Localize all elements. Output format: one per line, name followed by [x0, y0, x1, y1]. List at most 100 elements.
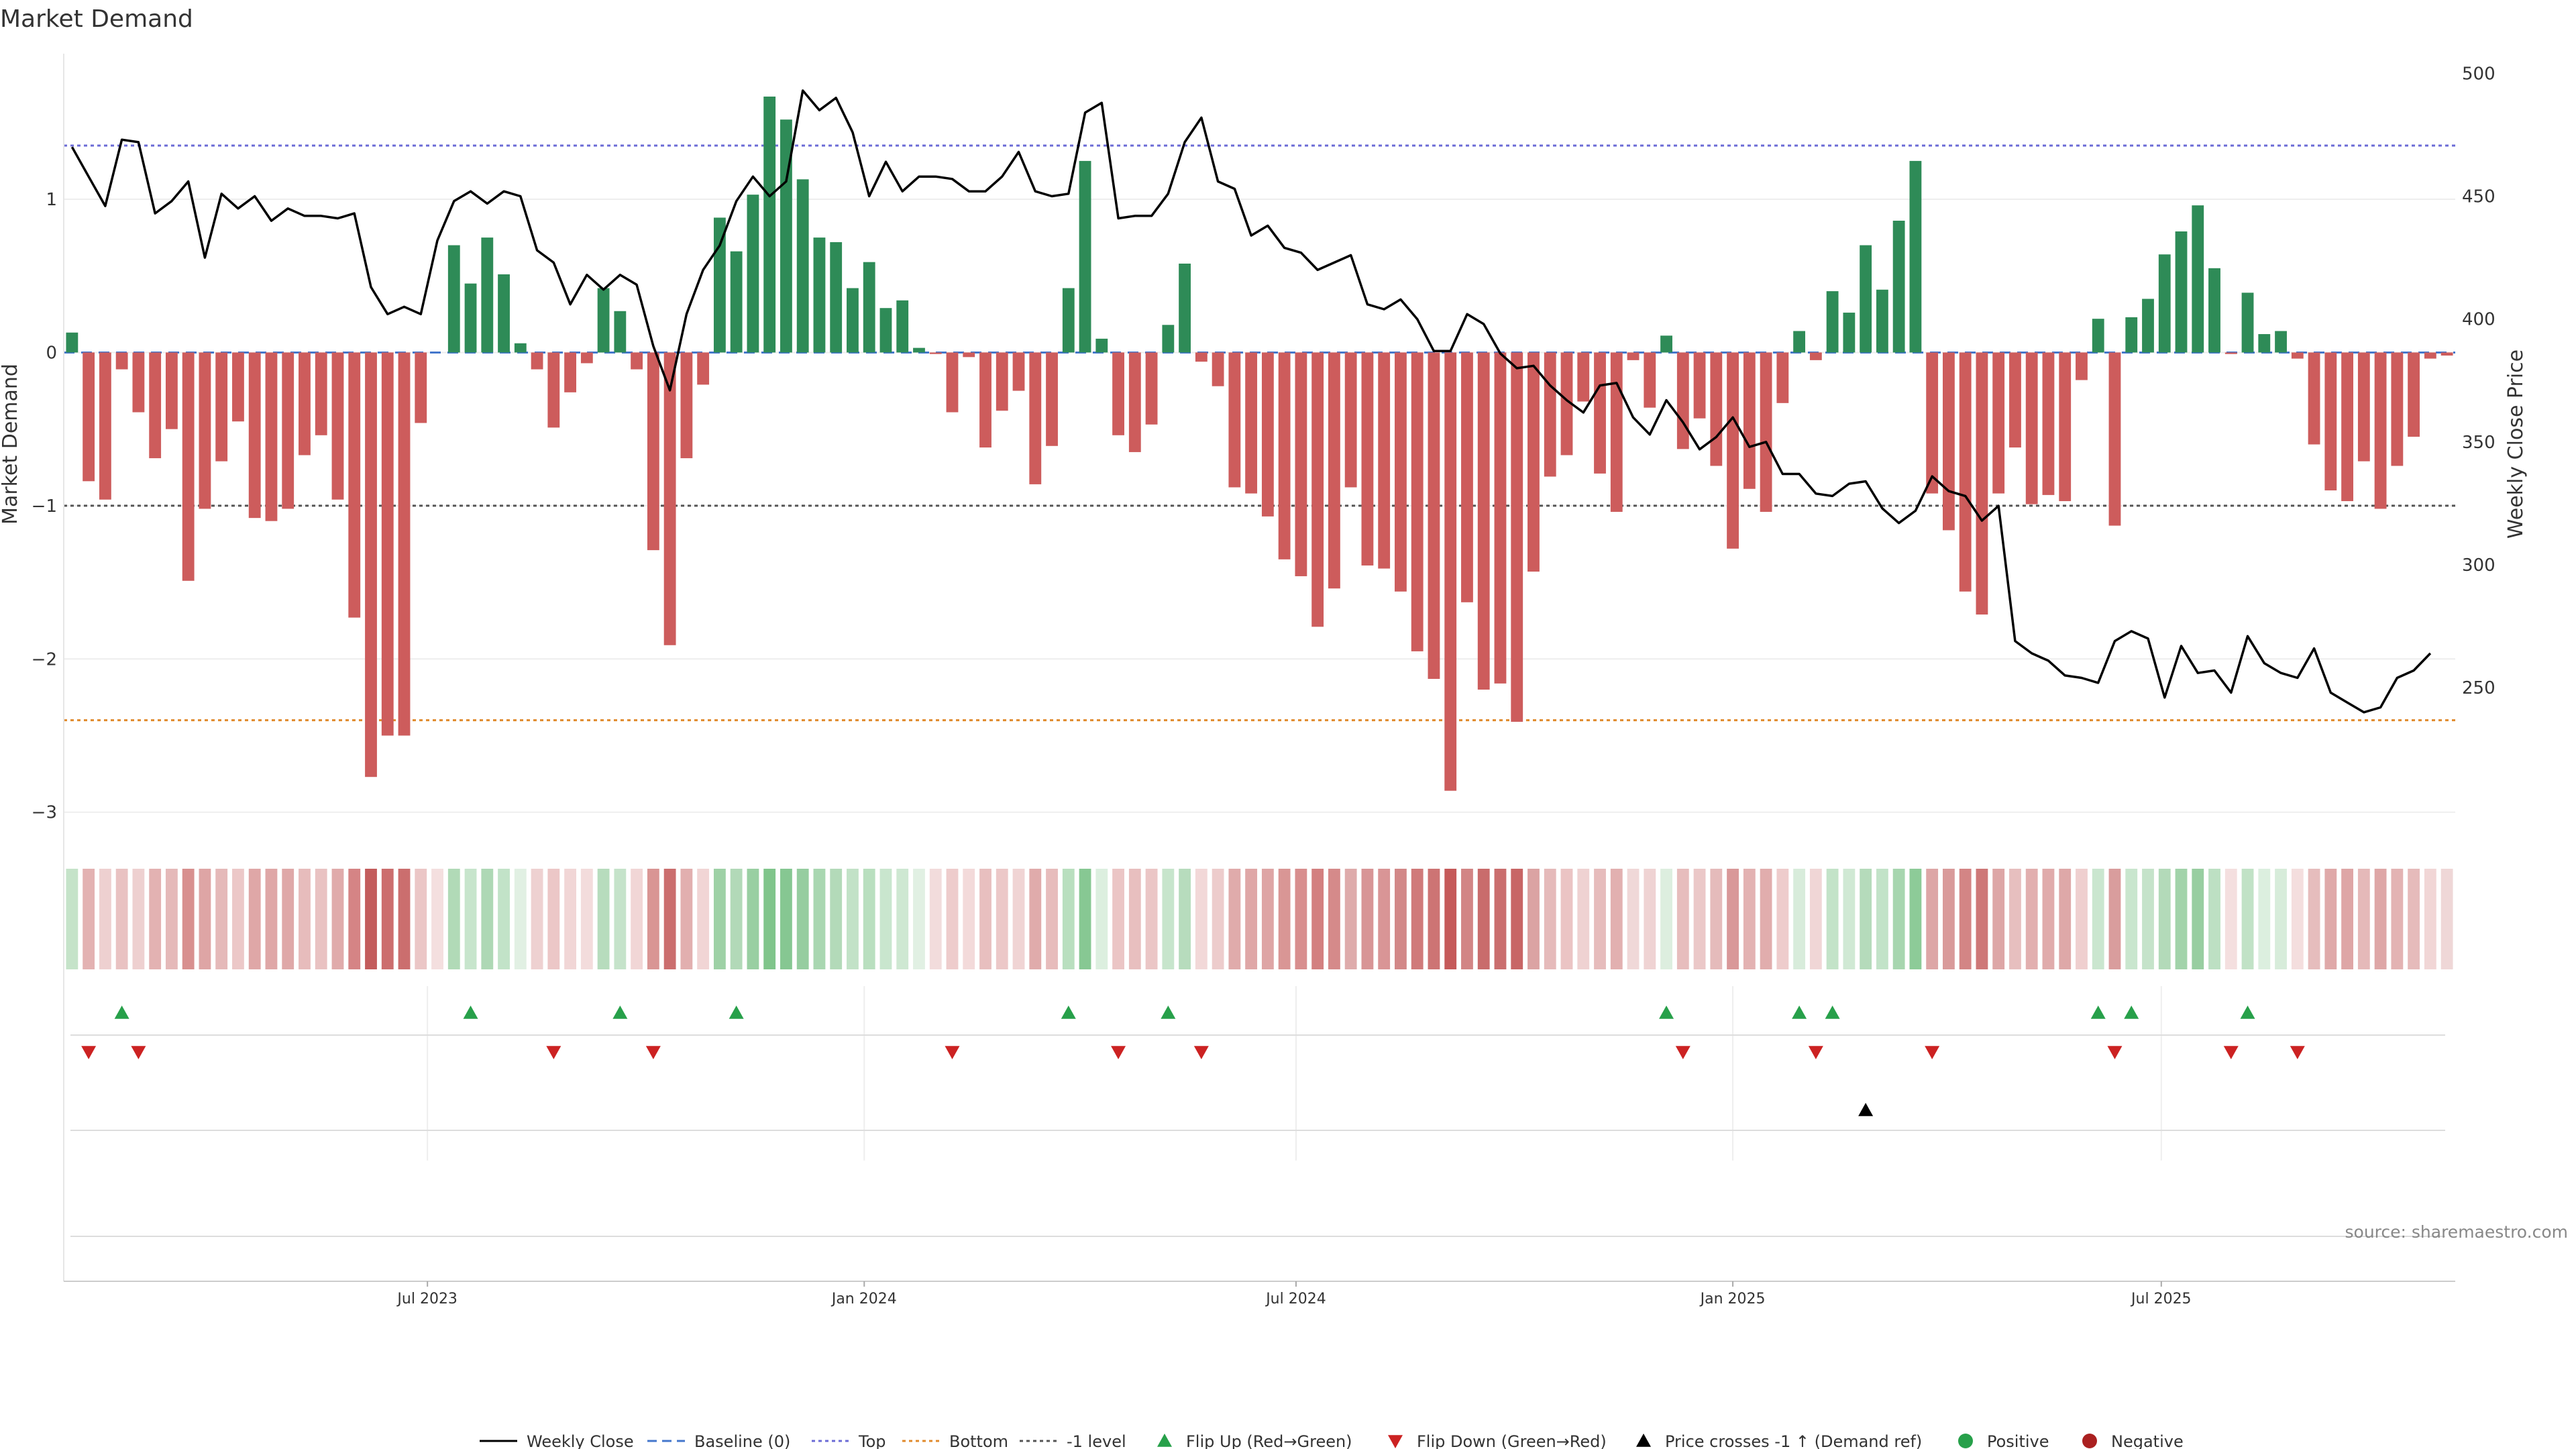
strip-cell — [1776, 869, 1789, 969]
strip-cell — [1544, 869, 1556, 969]
flip-down-marker — [1808, 1046, 1823, 1059]
demand-bar-positive — [498, 274, 510, 353]
demand-bar-negative — [1344, 352, 1357, 488]
strip-cell — [1943, 869, 1955, 969]
strip-cell — [713, 869, 726, 969]
demand-bar-negative — [132, 352, 145, 413]
demand-bar-negative — [1012, 352, 1025, 391]
demand-bar-positive — [730, 251, 743, 353]
flip-down-marker — [81, 1046, 97, 1059]
strip-cell — [215, 869, 228, 969]
demand-bar-negative — [564, 352, 576, 392]
strip-cell — [580, 869, 593, 969]
legend-label: Negative — [2111, 1432, 2184, 1449]
strip-cell — [1428, 869, 1440, 969]
demand-bar-negative — [99, 352, 111, 500]
demand-bar-negative — [1560, 352, 1573, 455]
flip-up-marker — [1825, 1006, 1840, 1019]
strip-cell — [1477, 869, 1490, 969]
strip-cell — [1112, 869, 1124, 969]
demand-bar-negative — [1328, 352, 1340, 589]
demand-bar-negative — [979, 352, 991, 448]
demand-bar-negative — [1128, 352, 1141, 452]
demand-bar-positive — [896, 300, 909, 353]
demand-bar-positive — [1876, 289, 1888, 353]
flip-up-marker — [612, 1006, 628, 1019]
demand-bar-negative — [1461, 352, 1473, 602]
strip-cell — [1511, 869, 1523, 969]
strip-cell — [929, 869, 942, 969]
demand-bar-negative — [1809, 352, 1822, 360]
demand-bar-negative — [1395, 352, 1407, 592]
demand-bar-positive — [1079, 160, 1091, 353]
legend-item-top: Top — [812, 1432, 886, 1449]
demand-bar-negative — [1311, 352, 1324, 627]
strip-cell — [1444, 869, 1457, 969]
right-tick-label: 300 — [2462, 555, 2496, 576]
strip-cell — [1195, 869, 1208, 969]
demand-bar-negative — [1743, 352, 1756, 489]
strip-cell — [1361, 869, 1374, 969]
strip-cell — [1228, 869, 1241, 969]
demand-bar-positive — [2158, 254, 2171, 353]
demand-bar-negative — [83, 352, 95, 482]
strip-cell — [2108, 869, 2121, 969]
strip-cell — [1627, 869, 1640, 969]
demand-heat-strip — [66, 869, 2453, 969]
demand-bar-negative — [2076, 352, 2088, 380]
strip-cell — [115, 869, 128, 969]
demand-bar-positive — [2192, 205, 2204, 353]
strip-cell — [531, 869, 543, 969]
strip-cell — [1560, 869, 1573, 969]
strip-cell — [1029, 869, 1042, 969]
strip-cell — [1012, 869, 1025, 969]
demand-bar-negative — [2374, 352, 2387, 509]
strip-cell — [315, 869, 327, 969]
strip-cell — [1826, 869, 1839, 969]
strip-cell — [1644, 869, 1656, 969]
demand-bar-negative — [365, 352, 377, 777]
demand-bar-negative — [1776, 352, 1789, 403]
demand-bar-negative — [1278, 352, 1291, 559]
right-tick-label: 250 — [2462, 678, 2496, 698]
strip-cell — [896, 869, 909, 969]
strip-cell — [2241, 869, 2254, 969]
demand-bar-negative — [2224, 352, 2237, 354]
strip-cell — [365, 869, 377, 969]
demand-bar-negative — [1261, 352, 1274, 517]
demand-bar-negative — [2391, 352, 2404, 466]
demand-bar-positive — [1062, 288, 1075, 353]
demand-bar-positive — [1860, 245, 1872, 353]
demand-bar-positive — [2258, 334, 2271, 353]
strip-cell — [99, 869, 111, 969]
demand-bar-positive — [2092, 319, 2104, 353]
strip-cell — [730, 869, 743, 969]
demand-bar-negative — [631, 352, 643, 370]
flip-up-marker — [1792, 1006, 1807, 1019]
demand-bar-negative — [929, 352, 942, 354]
flip-down-marker — [2290, 1046, 2305, 1059]
demand-bar-negative — [331, 352, 344, 500]
legend-label: Positive — [1987, 1432, 2049, 1449]
demand-bar-positive — [464, 283, 477, 353]
flip-down-marker — [1925, 1046, 1940, 1059]
demand-bar-negative — [2440, 352, 2453, 356]
strip-cell — [199, 869, 211, 969]
flip-down-marker — [131, 1046, 146, 1059]
strip-cell — [697, 869, 710, 969]
demand-bar-positive — [1892, 220, 1905, 353]
axes: 1 0 −1 −2 −3 500 450 400 350 300 250 Market Demand W… — [0, 54, 2528, 1307]
demand-bar-negative — [315, 352, 327, 435]
reference-lines — [64, 144, 2455, 722]
demand-bar-negative — [1959, 352, 1972, 592]
strip-cell — [2192, 869, 2204, 969]
demand-bar-positive — [2241, 292, 2254, 353]
strip-cell — [564, 869, 576, 969]
flip-down-marker — [1675, 1046, 1690, 1059]
strip-cell — [780, 869, 792, 969]
demand-bar-positive — [1793, 331, 1806, 353]
right-tick-label: 400 — [2462, 310, 2496, 330]
flip-down-marker — [1193, 1046, 1209, 1059]
strip-cell — [1876, 869, 1888, 969]
demand-bar-negative — [1727, 352, 1739, 549]
